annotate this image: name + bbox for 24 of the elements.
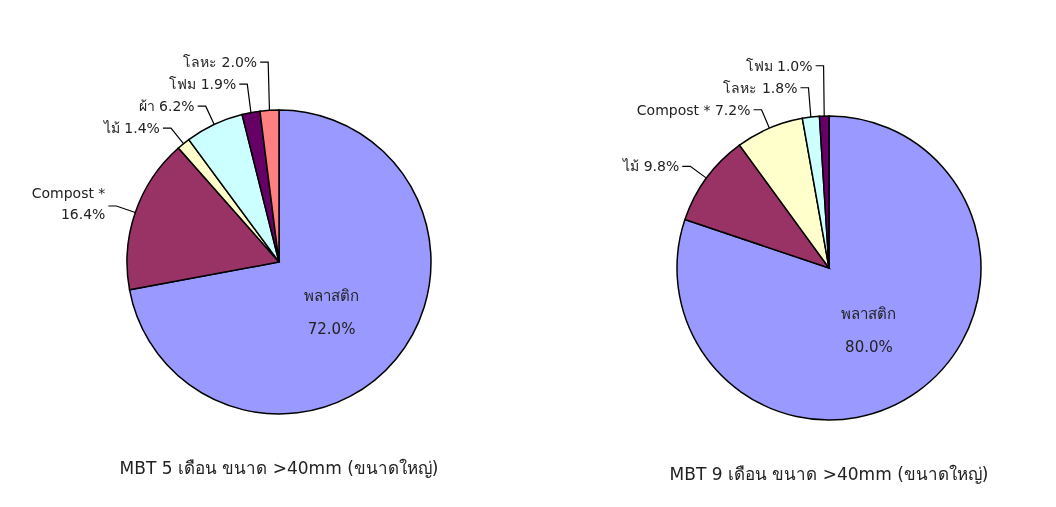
- data-label: 16.4%: [60, 205, 106, 222]
- slice-label: ผ้า: [138, 98, 155, 115]
- text: MBT 9 เดือน ขนาด >40mm (ขนาดใหญ่): [669, 464, 989, 484]
- data-label: 1.4%: [124, 120, 160, 137]
- slice-label: Compost *: [31, 184, 106, 201]
- slice-label: โลหะ: [183, 54, 218, 71]
- data-label: 2.0%: [221, 54, 258, 71]
- data-label: 6.2%: [159, 98, 195, 115]
- data-label: 1.8%: [761, 79, 798, 96]
- data-label: 1.9%: [200, 76, 237, 93]
- slice-label: พลาสติก: [841, 305, 897, 324]
- data-label: 9.8%: [643, 158, 680, 175]
- slice-label: ไม้: [103, 120, 120, 137]
- slice-label: โลหะ: [723, 79, 758, 96]
- slice-label: ไม้: [623, 158, 640, 175]
- data-label: 80.0%: [845, 338, 893, 357]
- data-label: 1.0%: [776, 57, 813, 74]
- slice-label: โฟม: [745, 57, 773, 74]
- text: MBT 5 เดือน ขนาด >40mm (ขนาดใหญ่): [119, 458, 439, 478]
- data-label: 72.0%: [307, 320, 356, 339]
- slice-label: โฟม: [169, 76, 197, 93]
- slice-label: พลาสติก: [304, 287, 360, 306]
- slice-label: Compost *: [636, 101, 711, 118]
- data-label: 7.2%: [714, 101, 751, 118]
